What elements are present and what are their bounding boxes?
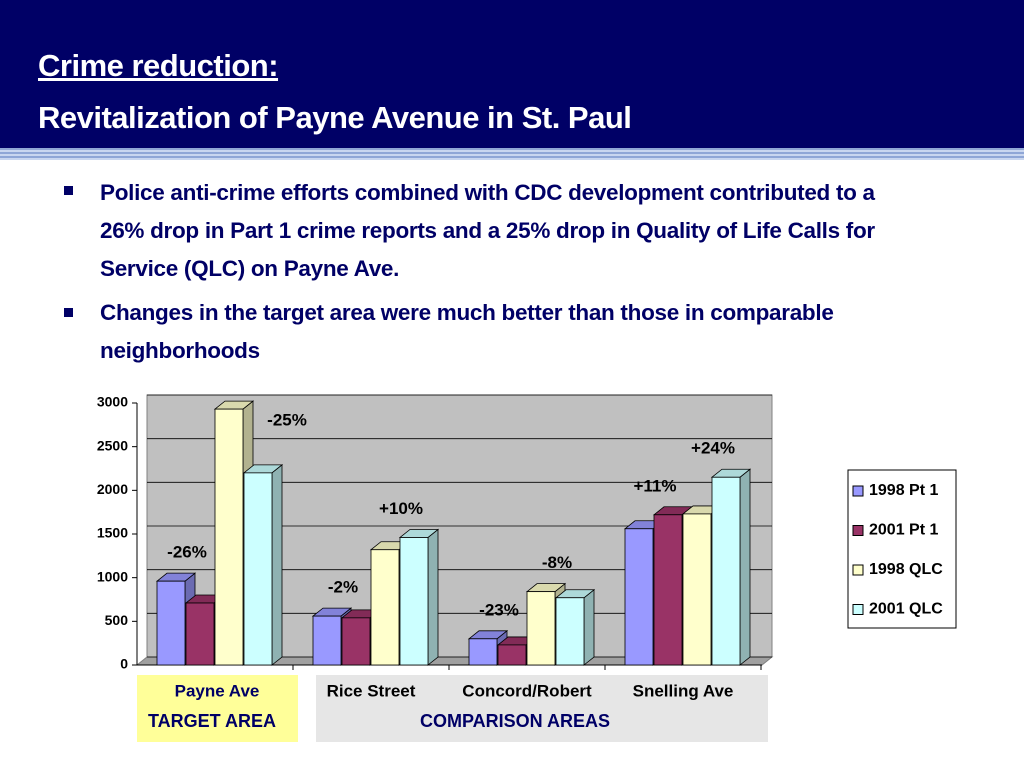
x-tick-label: Snelling Ave <box>633 681 734 700</box>
y-tick-label: 500 <box>105 612 129 628</box>
bar <box>156 580 186 666</box>
x-tick-label: Rice Street <box>327 681 416 700</box>
annotation: +11% <box>633 476 676 495</box>
group-label: COMPARISON AREAS <box>420 711 610 731</box>
legend-swatch <box>852 485 864 497</box>
legend-label: 2001 Pt 1 <box>869 522 938 539</box>
legend-swatch <box>852 525 864 536</box>
bar <box>526 591 556 666</box>
bar <box>711 476 741 666</box>
bar-side <box>427 528 439 666</box>
y-tick-label: 1500 <box>97 525 128 541</box>
y-tick-label: 0 <box>120 656 128 672</box>
x-tick-label: Payne Ave <box>175 681 260 700</box>
bar-side <box>739 468 751 666</box>
legend-label: 1998 QLC <box>869 561 943 578</box>
bar <box>682 513 712 666</box>
bullet-marker <box>64 186 73 195</box>
bullet-marker <box>64 308 73 317</box>
y-tick-label: 1000 <box>97 568 128 584</box>
bar <box>653 514 683 666</box>
bar <box>185 602 215 666</box>
annotation: -8% <box>542 553 572 572</box>
title-line: Crime reduction: <box>38 48 279 83</box>
legend-label: 2001 QLC <box>869 601 943 618</box>
legend-box <box>847 469 957 629</box>
bullet-text: Changes in the target area were much bet… <box>100 300 834 363</box>
y-tick-label: 2000 <box>97 481 128 497</box>
bar-side <box>583 588 595 666</box>
group-label: TARGET AREA <box>148 711 276 731</box>
comparison-box <box>316 675 768 742</box>
bar <box>468 638 498 666</box>
bar <box>555 597 585 666</box>
title-line: Revitalization of Payne Avenue in St. Pa… <box>38 100 632 135</box>
annotation: -26% <box>167 543 207 562</box>
bar <box>341 617 371 666</box>
bar-side <box>271 464 283 666</box>
annotation: -23% <box>479 600 519 619</box>
bar <box>370 549 400 666</box>
bar <box>214 408 244 666</box>
bar <box>312 615 342 666</box>
legend-label: 1998 Pt 1 <box>869 482 938 499</box>
bar <box>624 528 654 666</box>
legend-swatch <box>852 604 864 615</box>
header-stripe <box>0 148 1024 160</box>
y-tick-label: 3000 <box>97 394 128 410</box>
annotation: +10% <box>379 499 423 518</box>
target-box <box>137 675 298 742</box>
y-tick-label: 2500 <box>97 437 128 453</box>
bullet-text: Police anti-crime efforts combined with … <box>100 180 875 281</box>
legend-swatch <box>852 564 864 576</box>
bar <box>399 537 429 666</box>
bar <box>243 472 273 666</box>
annotation: -25% <box>267 410 307 429</box>
x-tick-label: Concord/Robert <box>462 681 592 700</box>
header <box>0 0 1024 148</box>
annotation: +24% <box>691 439 735 458</box>
annotation: -2% <box>328 578 358 597</box>
bar <box>497 644 527 666</box>
